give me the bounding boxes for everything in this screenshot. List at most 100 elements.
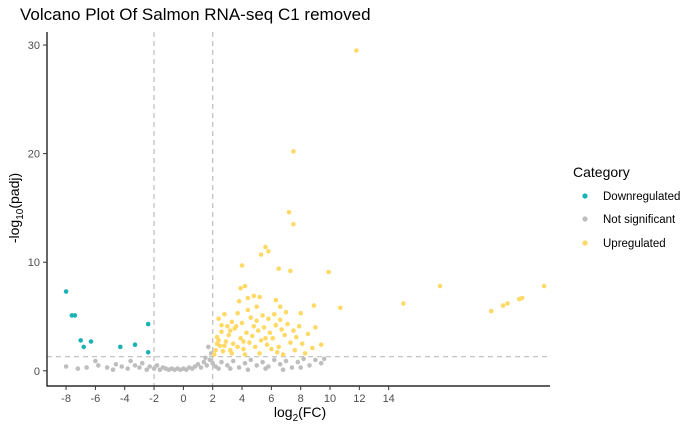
point-upregulated <box>266 316 271 322</box>
x-tick-label: 2 <box>210 393 216 405</box>
legend-key-not-significant <box>582 216 588 222</box>
point-upregulated <box>274 350 280 355</box>
point-not-significant <box>242 360 248 366</box>
point-not-significant <box>254 363 259 368</box>
chart-title: Volcano Plot Of Salmon RNA-seq C1 remove… <box>20 5 371 24</box>
point-not-significant <box>154 363 160 368</box>
point-not-significant <box>272 357 277 363</box>
point-upregulated <box>338 305 343 311</box>
point-upregulated <box>261 325 267 330</box>
y-tick-label: 20 <box>28 149 40 161</box>
data-points <box>63 48 547 373</box>
point-downregulated <box>72 313 78 318</box>
x-axis-label-tail: (FC) <box>298 404 326 420</box>
point-upregulated <box>239 320 245 326</box>
point-upregulated <box>264 342 270 348</box>
x-tick-label: -4 <box>120 393 130 405</box>
point-upregulated <box>266 249 271 254</box>
point-upregulated <box>280 352 286 357</box>
point-not-significant <box>263 366 268 371</box>
point-upregulated <box>285 321 290 327</box>
point-upregulated <box>241 346 246 352</box>
point-not-significant <box>236 365 242 370</box>
point-upregulated <box>272 312 277 317</box>
point-upregulated <box>305 331 311 337</box>
point-not-significant <box>313 357 318 363</box>
point-upregulated <box>223 339 229 344</box>
point-not-significant <box>260 359 265 365</box>
point-not-significant <box>207 357 213 363</box>
point-upregulated <box>238 335 243 341</box>
y-axis-label: -log10(padj) <box>6 173 26 243</box>
point-upregulated <box>244 330 249 336</box>
y-axis-label-tail: (padj) <box>6 173 22 209</box>
legend-label-downregulated: Downregulated <box>603 191 680 203</box>
point-upregulated <box>294 334 299 340</box>
point-upregulated <box>283 309 289 315</box>
point-not-significant <box>295 359 301 365</box>
point-upregulated <box>242 283 248 289</box>
x-tick-label: -2 <box>149 393 159 405</box>
point-upregulated <box>245 295 251 301</box>
point-upregulated <box>214 341 220 347</box>
threshold-lines <box>47 32 550 386</box>
point-not-significant <box>225 363 230 368</box>
point-upregulated <box>251 293 257 299</box>
point-upregulated <box>296 324 302 329</box>
point-downregulated <box>88 339 94 344</box>
point-upregulated <box>311 303 317 308</box>
point-not-significant <box>151 366 157 371</box>
point-upregulated <box>247 340 252 345</box>
point-downregulated <box>145 321 151 327</box>
point-not-significant <box>132 363 138 368</box>
point-upregulated <box>276 344 282 350</box>
point-upregulated <box>505 301 510 306</box>
legend: Category Downregulated Not significant U… <box>573 164 680 250</box>
point-upregulated <box>318 342 324 348</box>
point-downregulated <box>78 338 83 343</box>
point-not-significant <box>307 363 312 368</box>
point-upregulated <box>299 341 305 347</box>
point-not-significant <box>198 365 204 370</box>
point-not-significant <box>289 365 295 370</box>
point-upregulated <box>213 347 218 353</box>
point-upregulated <box>229 351 235 356</box>
point-upregulated <box>216 316 221 322</box>
point-upregulated <box>258 252 264 257</box>
point-not-significant <box>147 364 152 369</box>
point-not-significant <box>230 358 236 364</box>
point-upregulated <box>273 322 279 328</box>
point-not-significant <box>63 364 69 369</box>
x-tick-label: 14 <box>383 393 395 405</box>
point-upregulated <box>248 315 254 320</box>
point-upregulated <box>254 304 259 310</box>
point-upregulated <box>257 294 262 300</box>
point-upregulated <box>489 308 494 314</box>
point-upregulated <box>258 338 264 343</box>
point-upregulated <box>541 283 547 289</box>
point-upregulated <box>226 332 232 338</box>
point-not-significant <box>93 358 98 364</box>
point-downregulated <box>132 342 138 348</box>
point-upregulated <box>326 269 331 275</box>
point-upregulated <box>251 324 257 329</box>
point-upregulated <box>313 325 318 330</box>
point-not-significant <box>104 365 110 370</box>
point-not-significant <box>277 362 283 367</box>
point-downregulated <box>81 344 86 350</box>
legend-key-upregulated <box>582 240 588 246</box>
point-not-significant <box>283 358 289 364</box>
y-tick-label: 30 <box>28 40 40 52</box>
point-not-significant <box>301 356 306 362</box>
point-not-significant <box>203 355 208 361</box>
point-not-significant <box>119 364 125 369</box>
point-upregulated <box>302 351 308 356</box>
point-upregulated <box>269 346 274 352</box>
point-upregulated <box>288 340 293 345</box>
point-not-significant <box>113 362 119 367</box>
x-tick-label: -6 <box>91 393 101 405</box>
point-not-significant <box>125 366 130 371</box>
point-upregulated <box>229 319 235 325</box>
